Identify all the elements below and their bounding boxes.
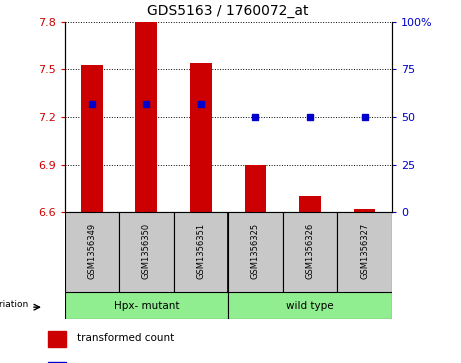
- Text: GSM1356327: GSM1356327: [360, 223, 369, 279]
- Text: GSM1356350: GSM1356350: [142, 223, 151, 279]
- FancyBboxPatch shape: [283, 212, 337, 292]
- Bar: [190, 63, 212, 212]
- Text: GSM1356325: GSM1356325: [251, 223, 260, 279]
- FancyBboxPatch shape: [228, 292, 392, 319]
- Text: wild type: wild type: [286, 301, 334, 311]
- FancyBboxPatch shape: [174, 212, 228, 292]
- Text: Hpx- mutant: Hpx- mutant: [113, 301, 179, 311]
- Text: transformed count: transformed count: [77, 334, 174, 343]
- Text: genotype/variation: genotype/variation: [0, 300, 29, 309]
- Text: GSM1356351: GSM1356351: [196, 223, 206, 279]
- Text: GSM1356349: GSM1356349: [87, 223, 96, 279]
- FancyBboxPatch shape: [65, 292, 228, 319]
- FancyBboxPatch shape: [228, 212, 283, 292]
- Bar: [354, 209, 375, 212]
- Bar: [48, 331, 66, 347]
- Title: GDS5163 / 1760072_at: GDS5163 / 1760072_at: [148, 4, 309, 18]
- Bar: [48, 362, 66, 363]
- Text: GSM1356326: GSM1356326: [306, 223, 314, 279]
- FancyBboxPatch shape: [337, 212, 392, 292]
- Bar: [136, 22, 157, 212]
- FancyBboxPatch shape: [119, 212, 174, 292]
- Bar: [244, 165, 266, 212]
- FancyBboxPatch shape: [65, 212, 119, 292]
- Bar: [299, 196, 321, 212]
- Bar: [81, 65, 103, 212]
